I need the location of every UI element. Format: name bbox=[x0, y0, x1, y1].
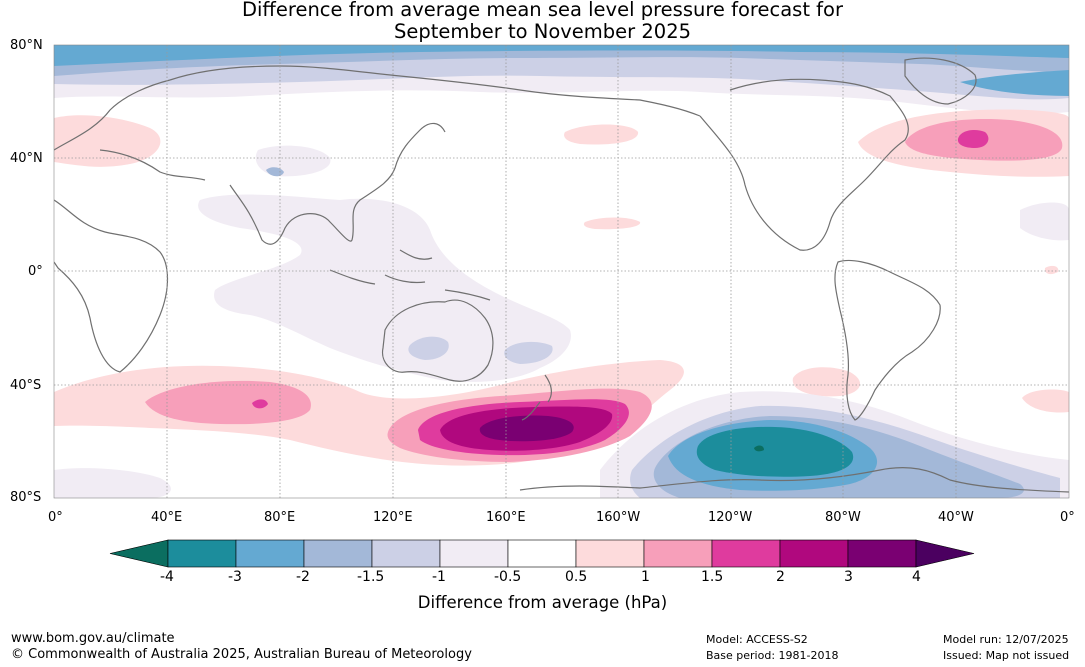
central-pacific-positive-anomaly bbox=[583, 217, 641, 230]
maritime-continent-weak-negative bbox=[198, 194, 571, 382]
europe-positive-anomaly bbox=[54, 115, 161, 167]
colorbar-tick-label: 4 bbox=[912, 569, 921, 585]
lon-label-0-east: 0° bbox=[1060, 510, 1075, 525]
greenland-sea-anomaly bbox=[960, 70, 1069, 96]
colorbar-tick-label: 2 bbox=[776, 569, 785, 585]
colorbar-swatch bbox=[575, 539, 645, 568]
colorbar-swatch bbox=[303, 539, 373, 568]
colorbar-tick-label: 1.5 bbox=[701, 569, 724, 585]
tasman-positive-core bbox=[479, 415, 574, 442]
colorbar-tick-label: 3 bbox=[844, 569, 853, 585]
indian-ocean-positive-core bbox=[252, 399, 268, 409]
colorbar-swatch bbox=[235, 539, 305, 568]
colorbar-swatch bbox=[167, 539, 237, 568]
antarctica-coastline bbox=[519, 467, 1069, 493]
colorbar-swatch bbox=[371, 539, 441, 568]
colorbar-extend-low bbox=[109, 539, 169, 568]
north-pacific-positive-anomaly bbox=[564, 124, 639, 145]
north-america-coastline bbox=[699, 78, 909, 251]
gridlines bbox=[54, 45, 1069, 498]
issued-text: Issued: Map not issued bbox=[943, 649, 1070, 662]
colorbar-tick-label: -4 bbox=[160, 569, 174, 585]
south-atlantic-positive-anomaly bbox=[1022, 389, 1069, 413]
colorbar-swatch bbox=[643, 539, 713, 568]
colorbar-swatch bbox=[507, 539, 577, 568]
colorbar-title: Difference from average (hPa) bbox=[417, 593, 668, 612]
south-pacific-negative-peak bbox=[754, 445, 764, 452]
colorbar-extend-high bbox=[915, 539, 975, 568]
map-title-line-1: Difference from average mean sea level p… bbox=[242, 0, 843, 21]
lon-label-160e: 160°E bbox=[486, 510, 526, 525]
lon-label-80w: 80°W bbox=[825, 510, 861, 525]
europe-coastline bbox=[54, 79, 206, 181]
eurasia-coastline bbox=[169, 65, 701, 245]
lat-label-40s: 40°S bbox=[10, 378, 42, 393]
map-title-line-2: September to November 2025 bbox=[393, 20, 692, 43]
greenland-coastline bbox=[904, 57, 977, 105]
australia-coastline bbox=[381, 299, 494, 382]
africa-coastline bbox=[54, 199, 169, 373]
model-text: Model: ACCESS-S2 bbox=[706, 633, 808, 646]
south-america-coastline bbox=[834, 259, 941, 421]
lon-label-40w: 40°W bbox=[938, 510, 974, 525]
colorbar-tick-label: 1 bbox=[641, 569, 650, 585]
lat-label-40n: 40°N bbox=[10, 151, 43, 166]
indonesia-coastline bbox=[329, 249, 491, 301]
small-positive-spot bbox=[1044, 265, 1059, 275]
lon-label-0: 0° bbox=[48, 510, 63, 525]
south-pacific-negative-core bbox=[696, 426, 854, 477]
south-atlantic-weak-negative bbox=[1020, 202, 1069, 241]
colorbar-tick-label: -3 bbox=[228, 569, 242, 585]
lon-label-160w: 160°W bbox=[596, 510, 641, 525]
colorbar bbox=[109, 539, 975, 568]
antarctic-weak-anomaly bbox=[54, 468, 171, 498]
colorbar-tick-label: -1.5 bbox=[357, 569, 385, 585]
base-period-text: Base period: 1981-2018 bbox=[706, 649, 839, 662]
small-negative-spot bbox=[266, 167, 284, 177]
colorbar-tick-label: -0.5 bbox=[494, 569, 522, 585]
lat-label-equator: 0° bbox=[28, 264, 43, 279]
colorbar-tick-label: -1 bbox=[432, 569, 446, 585]
lat-label-80n: 80°N bbox=[10, 38, 43, 53]
arctic-anomaly-core bbox=[54, 45, 1069, 66]
colorbar-swatch bbox=[439, 539, 509, 568]
model-run-text: Model run: 12/07/2025 bbox=[943, 633, 1069, 646]
lon-label-120w: 120°W bbox=[708, 510, 753, 525]
copyright-text: © Commonwealth of Australia 2025, Austra… bbox=[11, 647, 472, 662]
colorbar-swatch bbox=[847, 539, 917, 568]
indian-ocean-positive-moderate bbox=[145, 380, 311, 425]
map-frame bbox=[53, 44, 1070, 499]
anomaly-fields bbox=[54, 45, 1069, 498]
lon-label-120e: 120°E bbox=[373, 510, 413, 525]
colorbar-swatch bbox=[711, 539, 781, 568]
colorbar-tick-label: 0.5 bbox=[565, 569, 588, 585]
colorbar-tick-label: -2 bbox=[296, 569, 310, 585]
australia-negative-anomaly-2 bbox=[504, 341, 553, 364]
australia-negative-anomaly-1 bbox=[408, 336, 449, 360]
lat-label-80s: 80°S bbox=[10, 490, 42, 505]
lon-label-40e: 40°E bbox=[151, 510, 183, 525]
website-text: www.bom.gov.au/climate bbox=[11, 631, 175, 646]
lon-label-80e: 80°E bbox=[264, 510, 296, 525]
coastlines bbox=[54, 57, 1069, 493]
north-atlantic-positive-core bbox=[957, 130, 989, 148]
new-zealand-coastline bbox=[521, 374, 553, 421]
colorbar-swatch bbox=[779, 539, 849, 568]
